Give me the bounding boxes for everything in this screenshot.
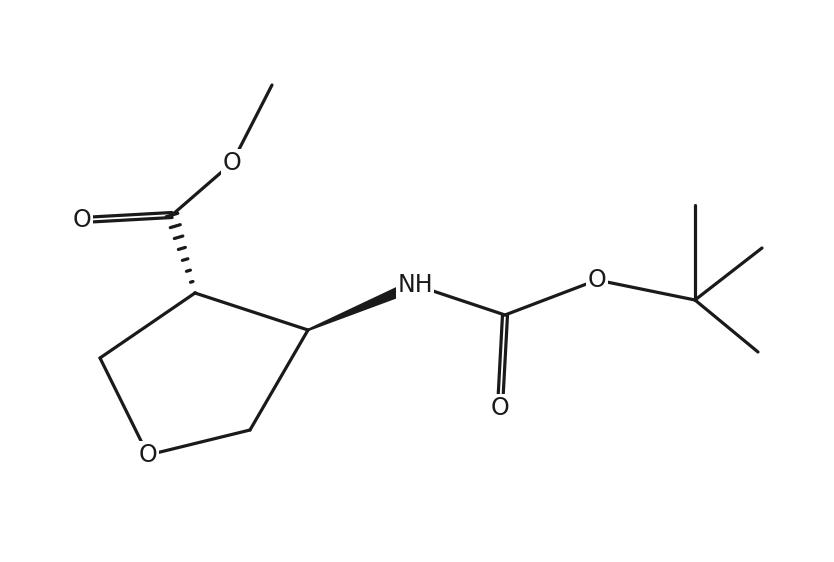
Polygon shape: [308, 280, 417, 330]
Text: O: O: [588, 268, 606, 292]
Text: NH: NH: [397, 273, 433, 297]
Text: O: O: [138, 443, 158, 467]
Text: O: O: [223, 151, 241, 175]
Text: O: O: [73, 208, 92, 232]
Text: O: O: [490, 396, 510, 420]
